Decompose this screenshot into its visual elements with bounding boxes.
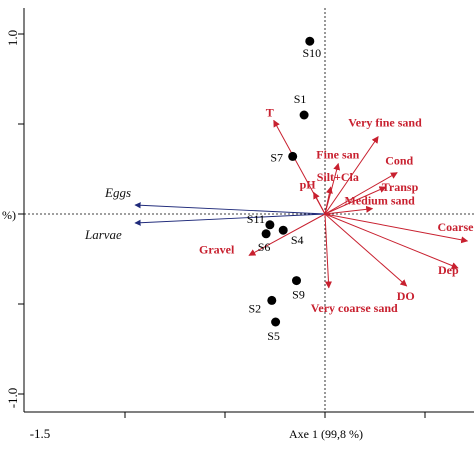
env-label-transp: Transp xyxy=(382,180,419,194)
env-vector-very-fine-sand xyxy=(324,136,379,215)
tick-marks xyxy=(18,33,426,418)
env-label-silt-cla: Silt+Cla xyxy=(317,170,359,184)
env-vector-gravel xyxy=(248,213,326,256)
env-vector-cond xyxy=(324,172,398,215)
env-vector-do xyxy=(324,213,408,287)
site-point-s2 xyxy=(267,295,277,305)
site-point-s11 xyxy=(265,220,275,230)
env-vector-very-coarse-sand xyxy=(324,213,332,289)
site-label-s6: S6 xyxy=(258,240,271,254)
env-vector-dep xyxy=(324,213,459,269)
site-point-s6 xyxy=(261,229,271,239)
site-points: S10 S1 S7 S11 S6 S4 S9 S2 S5 xyxy=(247,36,321,343)
species-vector-larvae xyxy=(134,213,326,226)
site-point-s9 xyxy=(292,276,301,286)
site-label-s9: S9 xyxy=(292,288,305,302)
site-label-s11: S11 xyxy=(247,212,265,226)
site-label-s2: S2 xyxy=(248,301,261,315)
env-label-dep: Dep xyxy=(438,263,459,277)
species-label-larvae: Larvae xyxy=(84,227,122,242)
env-label-ph: pH xyxy=(300,177,317,191)
environment-vectors: T Very fine sand Fine san Cond Transp Silt+Cl… xyxy=(199,105,474,314)
site-point-s5 xyxy=(271,317,281,327)
x-axis-title: Axe 1 (99,8 %) xyxy=(289,427,363,441)
env-vector-coarse xyxy=(324,213,469,244)
species-label-eggs: Eggs xyxy=(104,185,131,200)
env-label-very-coarse-sand: Very coarse sand xyxy=(311,301,398,315)
env-vector-medium-sand xyxy=(324,205,374,215)
env-label-do: DO xyxy=(397,289,415,303)
env-label-fine-san: Fine san xyxy=(316,148,359,162)
site-point-s7 xyxy=(288,151,298,161)
env-label-very-fine-sand: Very fine sand xyxy=(348,116,422,130)
env-vector-ph xyxy=(313,191,326,215)
y-tick-label-top: 1.0 xyxy=(5,30,20,46)
species-vector-eggs xyxy=(134,202,326,215)
site-label-s4: S4 xyxy=(291,233,304,247)
x-tick-label: -1.5 xyxy=(30,426,51,441)
site-point-s4 xyxy=(278,225,288,235)
env-vector-silt-cla xyxy=(324,186,333,215)
env-label-t: T xyxy=(266,105,274,119)
env-label-medium-sand: Medium sand xyxy=(345,194,416,208)
site-label-s5: S5 xyxy=(267,329,280,343)
env-vector-transp xyxy=(324,186,387,215)
env-label-gravel: Gravel xyxy=(199,242,235,256)
site-point-s1 xyxy=(299,110,309,120)
y-axis-title-fragment: %) xyxy=(2,208,16,222)
species-vectors: Eggs Larvae xyxy=(84,185,326,242)
site-label-s7: S7 xyxy=(270,150,283,164)
y-tick-label-bottom: -1.0 xyxy=(5,388,20,409)
site-point-s10 xyxy=(305,36,315,46)
env-label-cond: Cond xyxy=(385,154,413,168)
env-label-coarse: Coarse xyxy=(438,220,474,234)
site-label-s1: S1 xyxy=(294,92,307,106)
site-label-s10: S10 xyxy=(302,46,321,60)
